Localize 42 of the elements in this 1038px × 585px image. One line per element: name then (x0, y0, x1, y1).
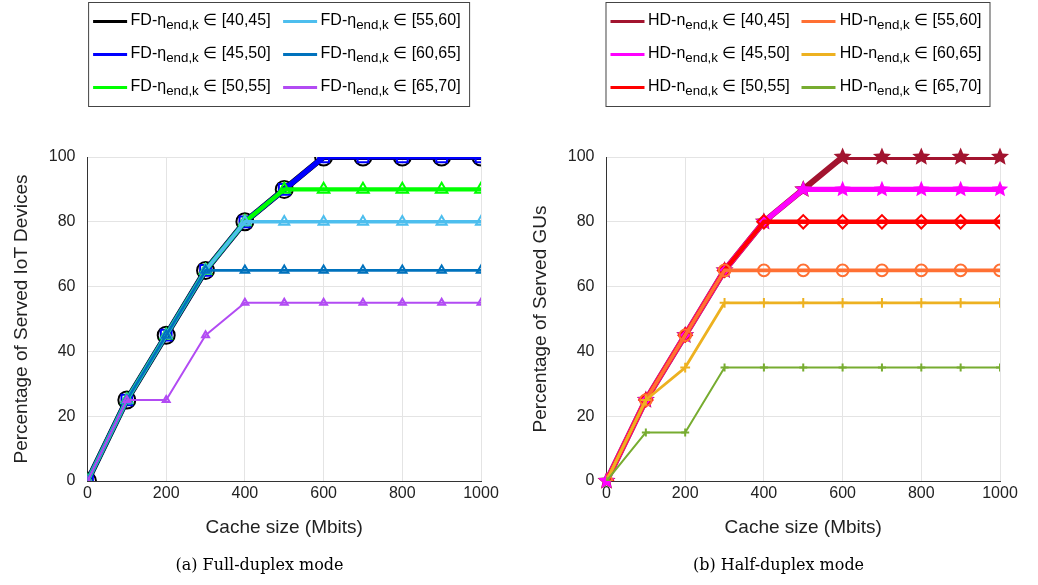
y-tick-label: 80 (576, 212, 595, 230)
y-axis-title: Percentage of Served IoT Devices (9, 174, 31, 464)
y-tick-label: 100 (567, 147, 595, 165)
legend-label: HD-n$_{end,k}$ ∈ [55,60] (839, 10, 982, 33)
x-tick-label: 800 (388, 484, 416, 502)
x-tick-label: 200 (152, 484, 180, 502)
text: (a) Full-duplex mode (174, 555, 345, 574)
x-tick-label: 1000 (463, 484, 499, 502)
x-tick-label: 600 (829, 484, 857, 502)
y-tick-label: 40 (57, 341, 76, 359)
legend-label: HD-n$_{end,k}$ ∈ [50,55] (648, 76, 790, 99)
legend-label: FD-η$_{end,k}$ ∈ [65,70] (320, 76, 461, 99)
x-tick-label: 200 (671, 484, 699, 502)
x-tick-label: 0 (83, 484, 93, 502)
x-tick-label: 1000 (982, 484, 1018, 502)
x-tick-label: 400 (231, 484, 259, 502)
x-tick-label: 400 (750, 484, 778, 502)
text: (b) Half-duplex mode (691, 555, 866, 574)
legend-label: HD-n$_{end,k}$ ∈ [60,65] (839, 43, 982, 66)
x-tick-label: 0 (602, 484, 612, 502)
y-tick-label: 0 (66, 471, 76, 489)
legend-label: FD-η$_{end,k}$ ∈ [50,55] (130, 76, 271, 99)
x-axis-title: Cache size (Mbits) (205, 515, 363, 537)
legend-label: HD-n$_{end,k}$ ∈ [40,45] (648, 10, 790, 33)
y-tick-label: 20 (57, 406, 76, 424)
x-tick-label: 600 (310, 484, 338, 502)
legend-label: HD-n$_{end,k}$ ∈ [65,70] (839, 76, 982, 99)
y-tick-label: 60 (576, 277, 595, 295)
x-axis-title: Cache size (Mbits) (724, 515, 882, 537)
y-axis-title: Percentage of Served GUs (528, 205, 550, 433)
legend-label: FD-η$_{end,k}$ ∈ [45,50] (130, 43, 271, 66)
y-tick-label: 0 (585, 471, 595, 489)
x-tick-label: 800 (907, 484, 935, 502)
y-tick-label: 20 (576, 406, 595, 424)
legend-label: FD-η$_{end,k}$ ∈ [55,60] (320, 10, 461, 33)
legend-label: HD-n$_{end,k}$ ∈ [45,50] (648, 43, 790, 66)
y-tick-label: 40 (576, 341, 595, 359)
legend-label: FD-η$_{end,k}$ ∈ [60,65] (320, 43, 461, 66)
y-tick-label: 60 (57, 277, 76, 295)
y-tick-label: 100 (48, 147, 76, 165)
y-tick-label: 80 (57, 212, 76, 230)
legend-label: FD-η$_{end,k}$ ∈ [40,45] (130, 10, 271, 33)
